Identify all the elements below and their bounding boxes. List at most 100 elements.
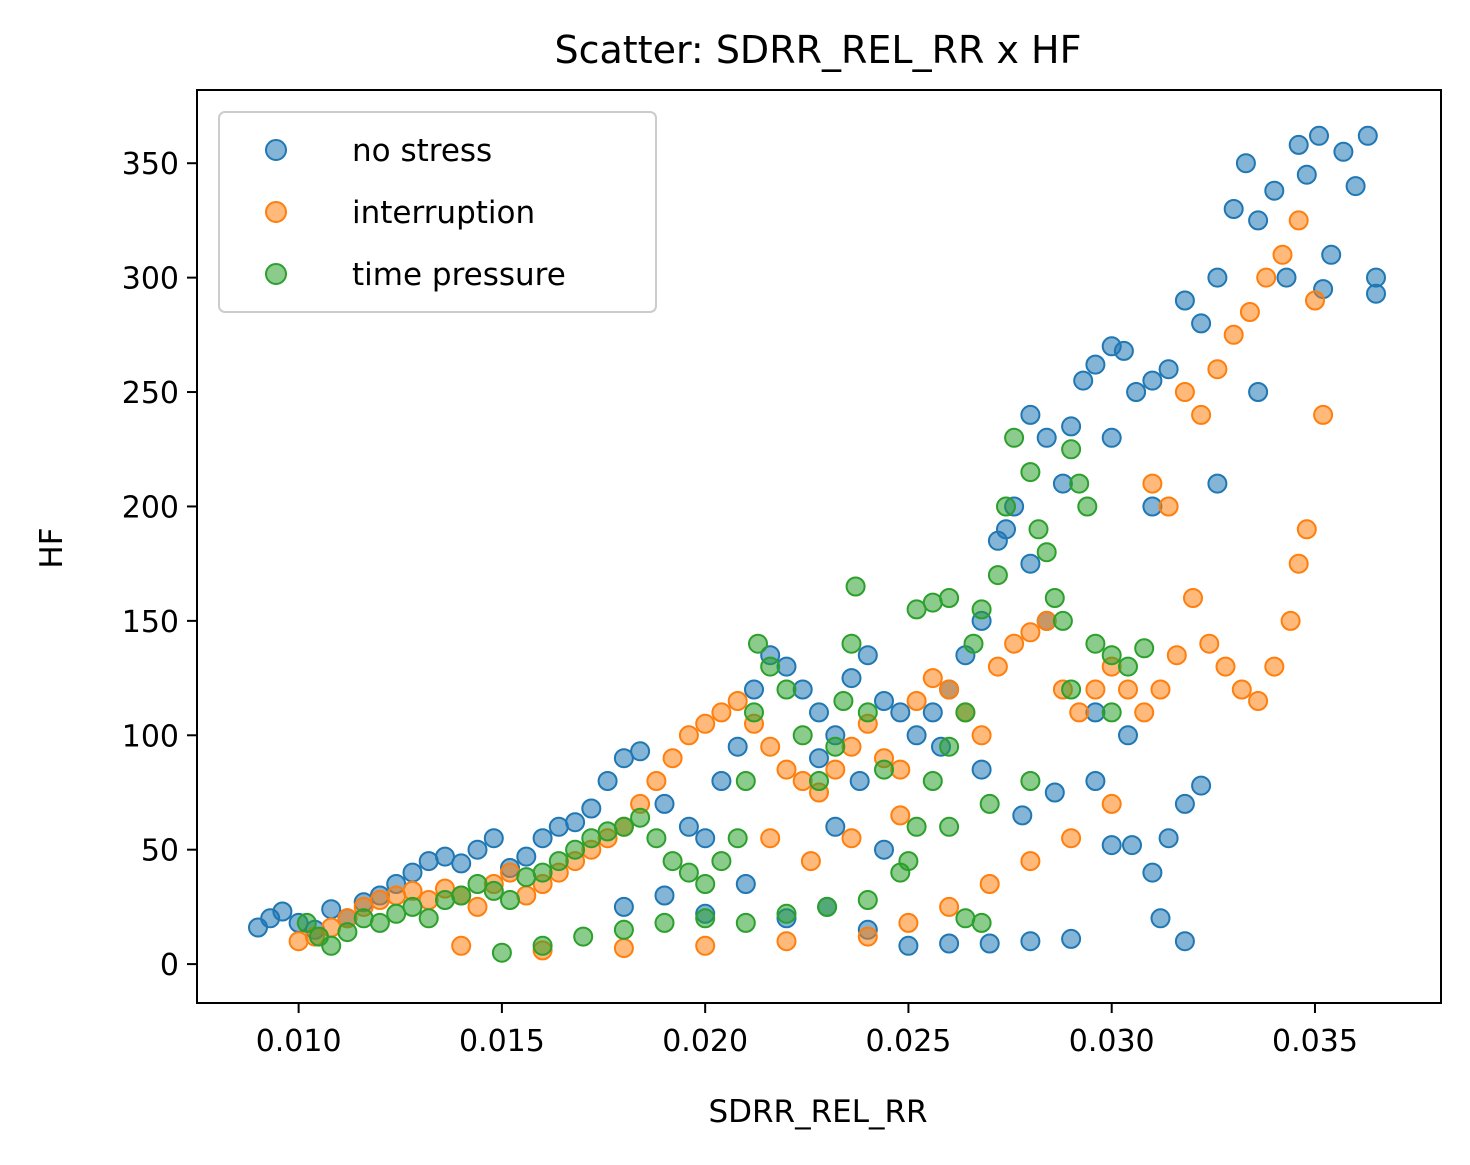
data-point [1012,805,1033,826]
data-point [939,588,960,608]
y-tick-label: 300 [122,262,179,297]
data-point [1158,496,1179,517]
data-point [1288,210,1309,231]
data-point [817,896,838,917]
data-point [711,702,732,723]
data-point [735,912,756,933]
data-point [800,851,821,872]
data-point [1052,610,1073,631]
data-point [1069,473,1090,494]
data-point [809,702,829,723]
data-point [744,679,764,700]
data-point [1235,153,1256,174]
data-point [581,828,602,849]
data-point [1223,324,1244,345]
data-point [776,903,797,924]
data-point [1069,702,1090,723]
data-point [1085,679,1106,700]
data-point [548,816,569,837]
data-point [898,851,919,872]
data-point [1231,679,1252,700]
data-point [996,519,1016,540]
data-point [890,805,911,826]
y-tick-label: 350 [122,147,179,182]
data-point [288,931,309,952]
data-point [1199,633,1220,654]
data-point [1309,125,1329,146]
data-point [1305,290,1325,311]
data-point [1020,851,1041,872]
data-point [1150,908,1171,929]
legend-label: time pressure [352,257,566,293]
data-point [418,851,439,872]
data-point [1085,771,1106,791]
data-point [1044,782,1065,803]
data-point [532,828,553,849]
data-point [654,885,675,906]
data-point [451,853,472,874]
x-tick-label: 0.010 [256,1024,342,1059]
data-point [744,702,764,723]
data-point [678,725,699,746]
data-point [695,713,716,734]
data-point [565,839,586,860]
data-point [435,890,455,910]
data-point [727,691,748,711]
data-point [548,851,569,872]
data-point [483,828,504,849]
data-point [857,890,878,910]
data-point [1126,382,1147,402]
data-point [1166,645,1187,666]
data-point [386,903,407,924]
data-point [1036,427,1057,448]
data-point [922,771,943,791]
data-point [1004,427,1025,448]
data-point [1134,702,1155,723]
data-point [597,771,618,791]
data-point [727,828,748,849]
data-point [402,896,423,917]
data-point [1313,404,1334,425]
data-point [695,908,716,929]
data-point [678,816,699,837]
x-tick-label: 0.015 [459,1024,545,1059]
data-point [1264,656,1285,677]
data-point [760,656,781,677]
data-point [272,901,293,922]
data-point [695,874,716,894]
data-point [662,748,683,769]
data-point [369,890,390,910]
data-point [825,736,846,757]
data-point [1276,267,1297,288]
data-point [1020,622,1041,643]
data-point [1264,180,1285,201]
data-point [1248,382,1269,402]
data-point [613,938,634,959]
data-point [996,496,1016,517]
data-point [695,935,716,956]
data-point [971,725,992,746]
data-point [1174,290,1195,311]
data-point [1118,725,1138,746]
data-point [516,867,537,888]
data-point [727,736,748,757]
data-point [760,736,781,757]
data-point [979,793,1000,814]
data-point [906,599,927,620]
data-point [939,816,960,837]
data-point [369,912,390,933]
data-point [1101,835,1122,856]
data-point [748,633,768,654]
data-point [874,759,894,780]
legend-label: no stress [352,133,492,169]
data-point [483,880,504,901]
data-point [1207,359,1228,380]
data-point [597,821,618,842]
data-point [451,935,472,956]
data-point [654,793,675,814]
data-point [1101,702,1122,723]
legend-marker [265,139,287,161]
data-point [1357,125,1378,146]
y-tick-label: 0 [160,948,179,983]
data-point [516,885,537,906]
